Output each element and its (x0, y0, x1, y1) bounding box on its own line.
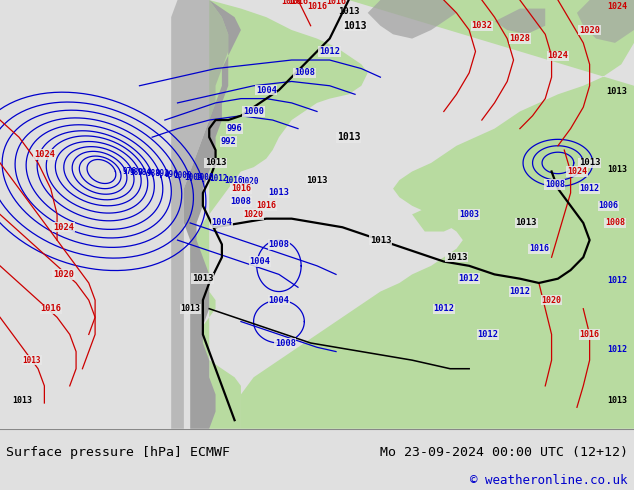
Text: 1016: 1016 (256, 201, 276, 210)
Text: 1008: 1008 (230, 197, 252, 206)
Text: 1013: 1013 (343, 21, 367, 31)
Polygon shape (577, 0, 634, 43)
Text: 1016: 1016 (224, 175, 243, 185)
Text: 1020: 1020 (579, 25, 600, 34)
Text: 1013: 1013 (515, 219, 537, 227)
Text: 1008: 1008 (294, 69, 315, 77)
Text: 1013: 1013 (607, 396, 628, 405)
Text: 1013: 1013 (607, 87, 628, 97)
Text: 1013: 1013 (192, 274, 214, 283)
Text: 1012: 1012 (607, 344, 628, 354)
Text: 1012: 1012 (433, 304, 455, 313)
Polygon shape (190, 0, 368, 429)
Polygon shape (495, 8, 545, 34)
Text: 988: 988 (146, 169, 160, 178)
Text: 1020: 1020 (53, 270, 74, 279)
Text: 1004: 1004 (249, 257, 271, 266)
Text: 1013: 1013 (579, 158, 600, 168)
Text: 980: 980 (130, 168, 143, 177)
Text: 1013: 1013 (13, 396, 33, 405)
Text: 1016: 1016 (281, 0, 302, 6)
Text: 1008: 1008 (275, 339, 296, 347)
Text: 1012: 1012 (509, 287, 531, 296)
Text: 1006: 1006 (598, 201, 619, 210)
Text: 1016: 1016 (288, 0, 308, 6)
Text: 1012: 1012 (477, 330, 499, 339)
Text: 1024: 1024 (607, 1, 628, 11)
Text: 984: 984 (138, 168, 151, 177)
Text: 1012: 1012 (579, 184, 600, 193)
Text: 1024: 1024 (547, 51, 569, 60)
Text: 1008: 1008 (605, 219, 625, 227)
Text: 1013: 1013 (22, 356, 41, 365)
Text: 1004: 1004 (184, 172, 203, 182)
Text: 1008: 1008 (268, 240, 290, 249)
Text: © weatheronline.co.uk: © weatheronline.co.uk (470, 474, 628, 487)
Text: 1020: 1020 (541, 295, 562, 305)
Text: 1024: 1024 (34, 150, 55, 159)
Text: 1013: 1013 (180, 304, 200, 313)
Polygon shape (412, 197, 469, 232)
Text: 1016: 1016 (579, 330, 600, 339)
Text: 1013: 1013 (338, 7, 359, 16)
Text: 1032: 1032 (471, 21, 493, 30)
Text: 1012: 1012 (458, 274, 480, 283)
Text: 976: 976 (123, 167, 136, 176)
Text: 1024: 1024 (567, 167, 587, 176)
Text: 1028: 1028 (509, 34, 531, 43)
Text: 1012: 1012 (319, 47, 340, 56)
Text: 1012: 1012 (607, 276, 628, 285)
Text: 1013: 1013 (268, 189, 290, 197)
Text: 1012: 1012 (209, 174, 228, 183)
Text: Mo 23-09-2024 00:00 UTC (12+12): Mo 23-09-2024 00:00 UTC (12+12) (380, 446, 628, 459)
Text: 992: 992 (156, 169, 170, 178)
Text: 1013: 1013 (205, 158, 226, 168)
Text: 1004: 1004 (211, 219, 233, 227)
Text: Surface pressure [hPa] ECMWF: Surface pressure [hPa] ECMWF (6, 446, 230, 459)
Text: 1013: 1013 (607, 165, 628, 173)
Text: 996: 996 (164, 170, 178, 179)
Text: 1020: 1020 (240, 177, 259, 186)
Text: 1013: 1013 (337, 132, 361, 142)
Text: 1016: 1016 (40, 304, 61, 313)
Text: 992: 992 (221, 137, 236, 146)
Text: 1008: 1008 (195, 173, 214, 182)
Text: 1016: 1016 (529, 244, 549, 253)
Polygon shape (241, 0, 634, 429)
Text: 1008: 1008 (545, 180, 565, 189)
Text: 1020: 1020 (243, 210, 264, 219)
Text: 1013: 1013 (370, 236, 391, 245)
Polygon shape (368, 0, 456, 39)
Text: 1000: 1000 (173, 172, 191, 180)
Text: 1013: 1013 (306, 175, 328, 185)
Polygon shape (171, 0, 228, 429)
Text: 996: 996 (227, 124, 242, 133)
Text: 1000: 1000 (243, 107, 264, 116)
Text: 1016: 1016 (326, 0, 346, 6)
Text: 1003: 1003 (459, 210, 479, 219)
Text: 1016: 1016 (307, 2, 327, 11)
Text: 1024: 1024 (53, 223, 74, 232)
Text: 1004: 1004 (256, 86, 277, 95)
Text: 1013: 1013 (446, 253, 467, 262)
Text: 1004: 1004 (268, 295, 290, 305)
Polygon shape (184, 0, 241, 429)
Text: 1016: 1016 (231, 184, 251, 193)
